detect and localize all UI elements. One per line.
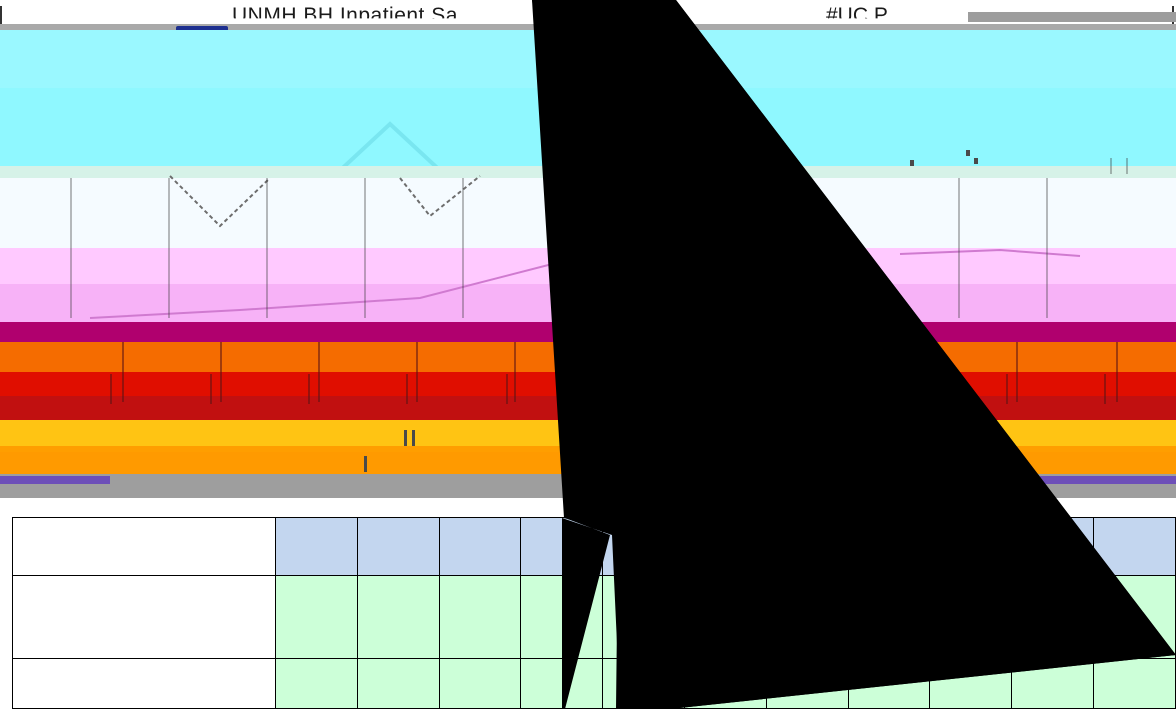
table-cell [356,658,440,709]
chevron-up-icon [332,121,448,178]
table-cell [520,575,604,659]
table-cell [929,517,1013,576]
table-cell [602,517,686,576]
table-cell [1093,517,1176,576]
table-cell [356,575,440,659]
table-cell [1093,658,1176,709]
logo-mark [176,26,228,32]
table-row [12,575,1176,659]
table-cell [520,517,604,576]
table-cell [929,658,1013,709]
table-row [12,658,1176,709]
table-cell [765,575,849,659]
table-cell [602,575,686,659]
page-title: UNMH BH Inpatient Sa [232,4,458,27]
table-cell [684,517,767,576]
table-cell [12,658,276,709]
table-cell [438,517,522,576]
table-cell [12,575,276,659]
table-cell [274,658,358,709]
table-cell [765,658,849,709]
table-cell [602,658,686,709]
grid-artifacts [70,150,1128,472]
table-cell [356,517,440,576]
table-cell [12,517,276,576]
table-cell [438,658,522,709]
table-cell [847,658,931,709]
table-cell [1011,517,1095,576]
table-cell [929,575,1013,659]
table-cell [684,658,767,709]
table-cell [1093,575,1176,659]
table-cell [1011,658,1095,709]
table-header-row [12,517,1176,576]
table-cell [520,658,604,709]
data-table [12,517,1176,709]
table-cell [684,575,767,659]
table-cell [274,575,358,659]
table-cell [1011,575,1095,659]
table-cell [274,517,358,576]
table-cell [847,517,931,576]
table-cell [765,517,849,576]
wave-icon [169,175,481,228]
divider [0,6,2,30]
table-cell [438,575,522,659]
table-cell [847,575,931,659]
